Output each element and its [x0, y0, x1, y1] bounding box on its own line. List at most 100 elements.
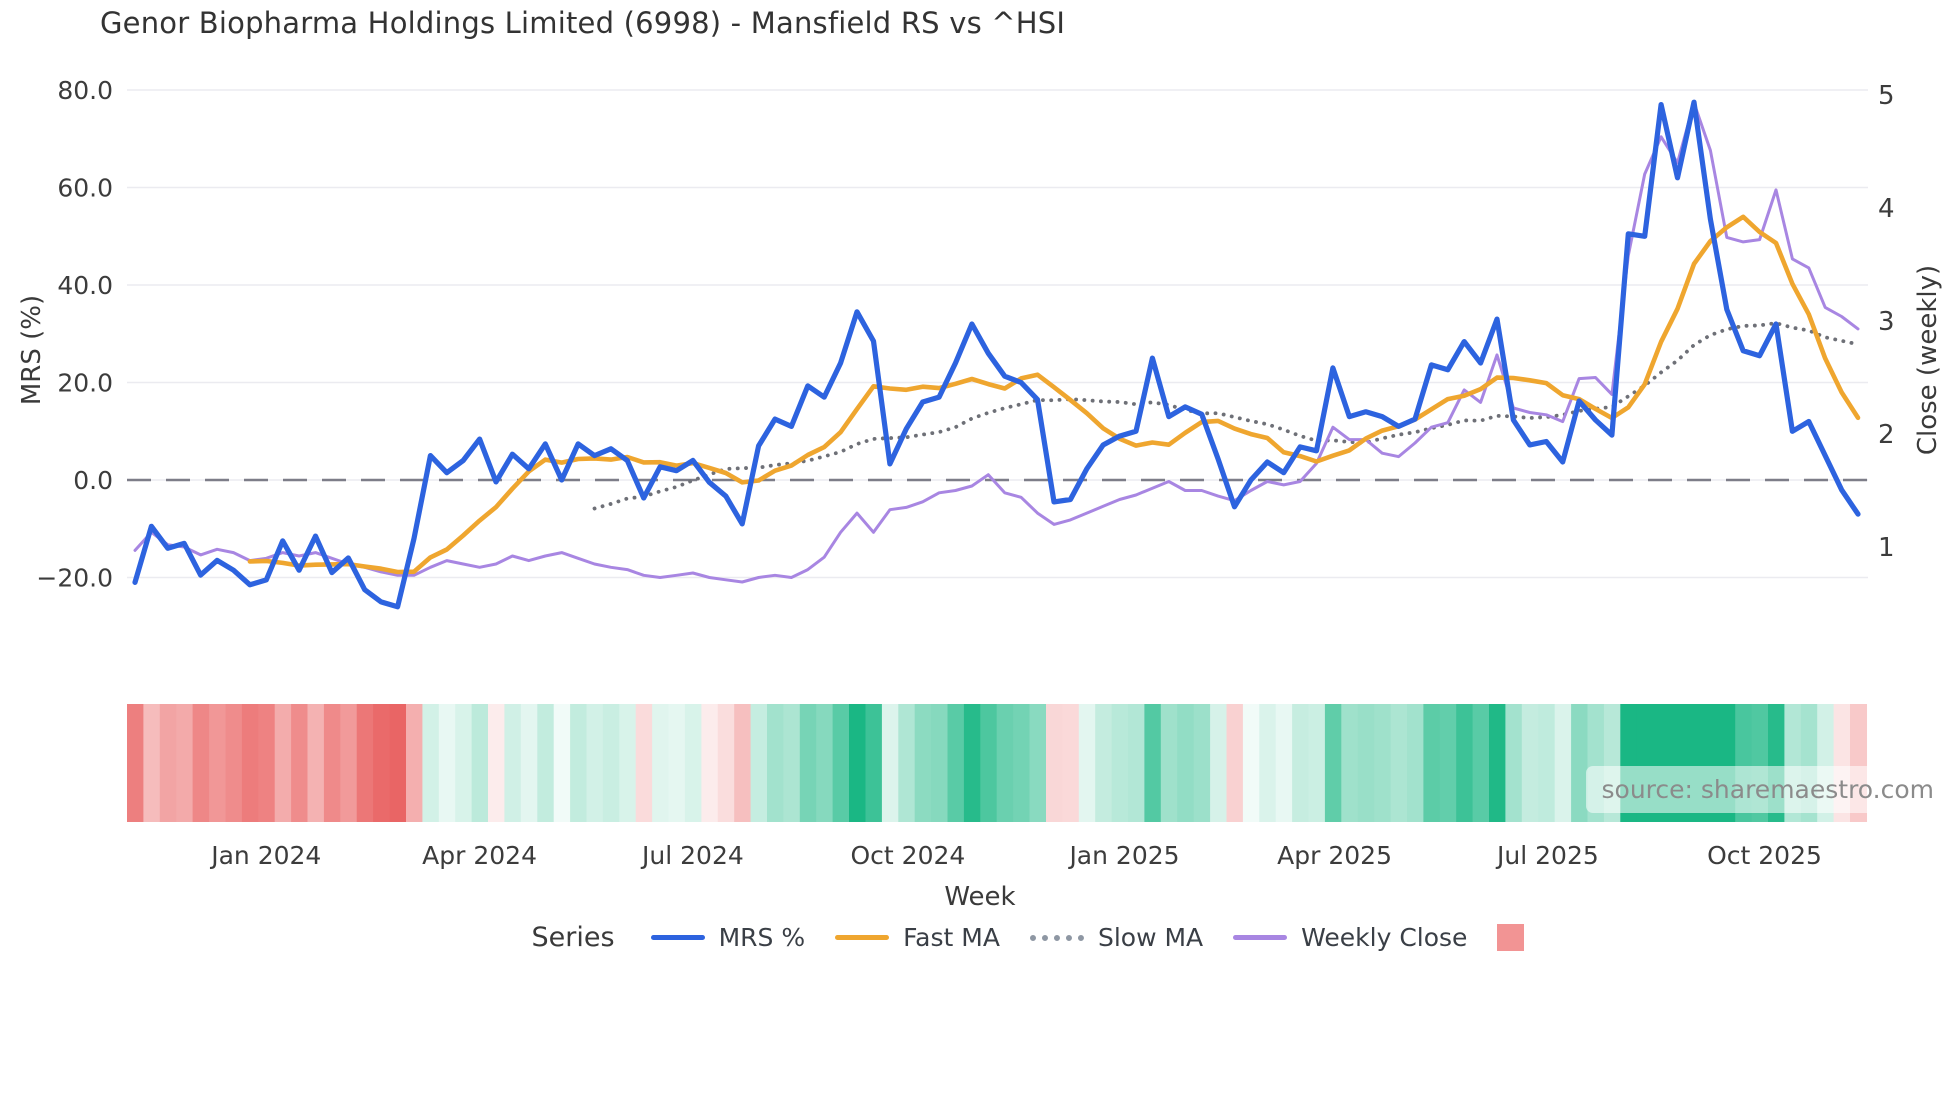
heatmap-cell [291, 704, 309, 822]
left-axis-tick: 80.0 [57, 76, 113, 105]
heatmap-cell [1324, 704, 1342, 822]
heatmap-cell [1521, 704, 1539, 822]
heatmap-cell [225, 704, 243, 822]
heatmap-cell [1407, 704, 1425, 822]
x-axis-tick: Jan 2024 [209, 841, 321, 870]
heatmap-cell [750, 704, 768, 822]
heatmap-cell [1505, 704, 1523, 822]
x-axis-tick: Oct 2025 [1707, 841, 1822, 870]
heatmap-cell [274, 704, 292, 822]
heatmap-cell [1423, 704, 1441, 822]
heatmap-cell [1259, 704, 1277, 822]
heatmap-cell [1538, 704, 1556, 822]
heatmap-cell [520, 704, 538, 822]
heatmap-cell [488, 704, 506, 822]
legend-item-slow-ma: Slow MA [1029, 923, 1203, 952]
left-axis-tick: 20.0 [57, 369, 113, 398]
x-axis-tick: Oct 2024 [851, 841, 966, 870]
heatmap-cell [898, 704, 916, 822]
fast-ma-line-swatch-icon [835, 935, 890, 940]
heatmap-cell [1374, 704, 1392, 822]
heatmap-cell [914, 704, 932, 822]
heatmap-cell [1095, 704, 1113, 822]
heatmap-cell [865, 704, 883, 822]
left-tick-labels: 80.0 60.0 40.0 20.0 0.0 −20.0 [36, 76, 113, 593]
heatmap-cell [1308, 704, 1326, 822]
weekly-close-line [133, 101, 1860, 584]
grid-lines [127, 89, 1868, 579]
heatmap-cell [947, 704, 965, 822]
legend-item-weekly-close: Weekly Close [1233, 923, 1467, 952]
right-axis-tick: 3 [1878, 307, 1895, 337]
heatmap-cell [1390, 704, 1408, 822]
x-axis-tick: Jul 2025 [1495, 841, 1599, 870]
heatmap-cell [422, 704, 440, 822]
heatmap-cell [356, 704, 374, 822]
heatmap-strip [127, 704, 1868, 822]
heatmap-cell [143, 704, 161, 822]
fast-ma-line [247, 214, 1861, 575]
x-axis-tick: Jul 2024 [640, 841, 744, 870]
heatmap-cell [1242, 704, 1260, 822]
right-axis-label: Close (weekly) [1913, 264, 1943, 456]
heatmap-cell [1144, 704, 1162, 822]
heatmap-cell [881, 704, 899, 822]
heatmap-cell [373, 704, 391, 822]
heatmap-cell [1160, 704, 1178, 822]
heatmap-cell [635, 704, 653, 822]
heatmap-cell [734, 704, 752, 822]
weekly-close-line-swatch-icon [1233, 935, 1288, 940]
legend-label: Weekly Close [1301, 923, 1468, 952]
x-axis-tick: Apr 2025 [1277, 841, 1392, 870]
heatmap-cell [307, 704, 325, 822]
heatmap-cell [1472, 704, 1490, 822]
x-tick-labels: Jan 2024 Apr 2024 Jul 2024 Oct 2024 Jan 2025… [209, 841, 1822, 870]
heatmap-cell [996, 704, 1014, 822]
chart-title: Genor Biopharma Holdings Limited (6998) … [100, 6, 1066, 40]
x-axis-tick: Jan 2025 [1067, 841, 1179, 870]
heatmap-cell [438, 704, 456, 822]
left-axis-tick: 0.0 [73, 466, 113, 495]
left-axis-tick: 40.0 [57, 271, 113, 300]
heatmap-cell [258, 704, 276, 822]
x-axis-label: Week [944, 882, 1016, 912]
heatmap-cell [1571, 704, 1589, 822]
heatmap-cell [1029, 704, 1047, 822]
heatmap-cell [455, 704, 473, 822]
heatmap-cell [701, 704, 719, 822]
heatmap-cell [1111, 704, 1129, 822]
heatmap-cell [1210, 704, 1228, 822]
legend-title: Series [531, 922, 615, 953]
heatmap-cell [471, 704, 489, 822]
legend-item-heatmap [1497, 924, 1525, 951]
left-axis-label: MRS (%) [17, 294, 47, 406]
heatmap-cell [192, 704, 210, 822]
x-axis-tick: Apr 2024 [422, 841, 537, 870]
legend-item-mrs: MRS % [650, 923, 806, 952]
heatmap-cell [832, 704, 850, 822]
legend-label: Fast MA [903, 923, 1000, 952]
heatmap-cell [504, 704, 522, 822]
legend: Series MRS % Fast MA Slow MA Weekly Clos… [48, 922, 1960, 953]
heatmap-cell [241, 704, 259, 822]
heatmap-cell [619, 704, 637, 822]
legend-label: MRS % [718, 923, 806, 952]
heatmap-cell [684, 704, 702, 822]
heatmap-cell [1439, 704, 1457, 822]
heatmap-cell [980, 704, 998, 822]
heatmap-cell [1275, 704, 1293, 822]
heatmap-cell [127, 704, 145, 822]
right-axis-tick: 2 [1878, 420, 1895, 450]
heatmap-cell [389, 704, 407, 822]
mrs-line [132, 99, 1861, 610]
heatmap-cell [586, 704, 604, 822]
right-axis-tick: 5 [1878, 81, 1895, 111]
right-axis-tick: 4 [1878, 194, 1895, 224]
heatmap-cell [1193, 704, 1211, 822]
heatmap-cell [176, 704, 194, 822]
heatmap-cell [931, 704, 949, 822]
heatmap-cell [1357, 704, 1375, 822]
heatmap-cell [602, 704, 620, 822]
